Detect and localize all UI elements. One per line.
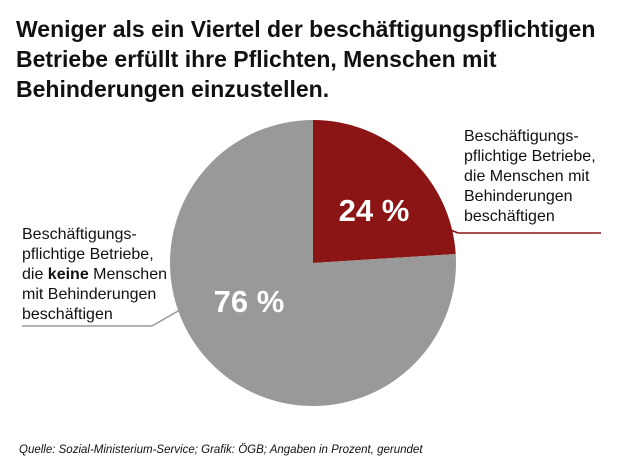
- chart-title-line-1: Weniger als ein Viertel der beschäftigun…: [16, 16, 596, 42]
- label-not-employing-line-1: Beschäftigungs-: [22, 226, 137, 243]
- pie-slice-employing: [313, 120, 456, 263]
- slice-label-employing: 24 %: [339, 193, 410, 228]
- label-employing-line-2: pflichtige Betriebe,: [464, 148, 596, 165]
- slice-label-not-employing: 76 %: [214, 284, 285, 319]
- chart-title-line-2: Betriebe erfüllt ihre Pflichten, Mensche…: [16, 46, 497, 72]
- source-note: Quelle: Sozial-Ministerium-Service; Graf…: [19, 444, 423, 456]
- label-employing-line-3: die Menschen mit: [464, 168, 590, 185]
- label-not-employing-line-4: mit Behinderungen: [22, 286, 157, 303]
- label-not-employing: Beschäftigungs- pflichtige Betriebe, die…: [22, 225, 167, 325]
- label-employing: Beschäftigungs- pflichtige Betriebe, die…: [464, 127, 596, 227]
- label-not-employing-line-3-pre: die: [22, 266, 48, 283]
- label-not-employing-line-3: die keine Menschen: [22, 265, 167, 285]
- label-not-employing-keine: keine: [47, 266, 89, 283]
- label-not-employing-line-3-post: Menschen: [88, 266, 167, 283]
- label-employing-line-1: Beschäftigungs-: [464, 128, 579, 145]
- chart-title-line-3: Behinderungen einzustellen.: [16, 76, 330, 102]
- label-employing-line-5: beschäftigen: [464, 208, 555, 225]
- label-employing-line-4: Behinderungen: [464, 188, 573, 205]
- label-not-employing-line-5: beschäftigen: [22, 306, 113, 323]
- chart-title: Weniger als ein Viertel der beschäftigun…: [16, 14, 616, 104]
- pie-slice-not-employing: [170, 120, 456, 406]
- label-not-employing-line-2: pflichtige Betriebe,: [22, 246, 154, 263]
